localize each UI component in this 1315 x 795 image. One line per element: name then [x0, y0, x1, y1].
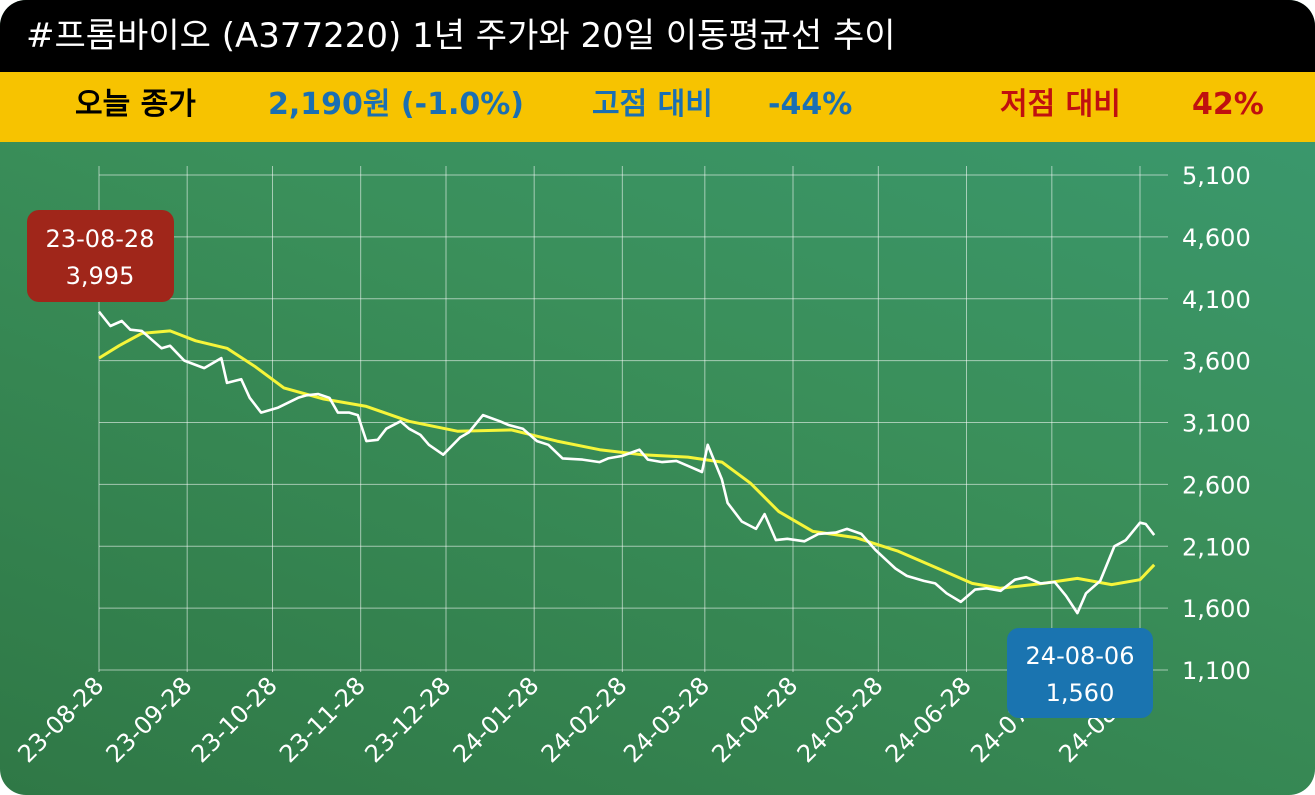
- high-compare-label: 고점 대비: [592, 87, 713, 122]
- x-tick-label: 24-06-28: [880, 671, 977, 768]
- x-tick-label: 23-09-28: [101, 671, 198, 768]
- y-tick-label: 2,600: [1182, 471, 1251, 499]
- x-tick-label: 23-11-28: [274, 671, 371, 768]
- y-tick-label: 1,600: [1182, 595, 1251, 623]
- x-tick-label: 23-10-28: [186, 671, 283, 768]
- price-line: [97, 310, 1156, 615]
- high-compare-value: -44%: [768, 87, 853, 122]
- y-tick-label: 1,100: [1182, 657, 1251, 685]
- y-tick-label: 3,100: [1182, 410, 1251, 438]
- x-axis-labels: 23-08-2823-09-2823-10-2823-11-2823-12-28…: [12, 671, 1150, 768]
- y-tick-label: 2,100: [1182, 533, 1251, 561]
- moving-average-line: [98, 329, 1156, 590]
- x-tick-label: 24-04-28: [706, 671, 803, 768]
- title-bar: #프롬바이오 (A377220) 1년 주가와 20일 이동평균선 추이: [0, 0, 1315, 72]
- close-price-value: 2,190원 (-1.0%): [268, 87, 525, 122]
- high-callout-value: 3,995: [66, 262, 135, 290]
- high-callout-date: 23-08-28: [46, 225, 155, 253]
- low-callout-date: 24-08-06: [1026, 642, 1135, 670]
- x-tick-label: 24-03-28: [618, 671, 715, 768]
- high-callout: 23-08-28 3,995: [27, 210, 174, 302]
- chart-title: #프롬바이오 (A377220) 1년 주가와 20일 이동평균선 추이: [26, 16, 896, 56]
- y-tick-label: 5,100: [1182, 162, 1251, 190]
- chart-grid: [98, 166, 1168, 672]
- low-callout: 24-08-06 1,560: [1007, 628, 1153, 718]
- close-price-label: 오늘 종가: [75, 87, 196, 122]
- x-tick-label: 24-05-28: [792, 671, 889, 768]
- low-callout-value: 1,560: [1046, 679, 1115, 707]
- x-tick-label: 23-08-28: [12, 671, 109, 768]
- y-tick-label: 3,600: [1182, 348, 1251, 376]
- low-compare-label: 저점 대비: [1000, 87, 1121, 122]
- info-bar: 오늘 종가 2,190원 (-1.0%) 고점 대비 -44% 저점 대비 42…: [0, 72, 1315, 142]
- x-tick-label: 24-02-28: [536, 671, 633, 768]
- y-tick-label: 4,600: [1182, 224, 1251, 252]
- y-tick-label: 4,100: [1182, 286, 1251, 314]
- price-chart: 5,100 4,600 4,100 3,600 3,100 2,600 2,100 1,600…: [12, 162, 1251, 768]
- low-compare-value: 42%: [1192, 87, 1264, 122]
- x-tick-label: 23-12-28: [359, 671, 456, 768]
- y-axis-labels: 5,100 4,600 4,100 3,600 3,100 2,600 2,100 1,600…: [1182, 162, 1251, 685]
- x-tick-label: 24-01-28: [448, 671, 545, 768]
